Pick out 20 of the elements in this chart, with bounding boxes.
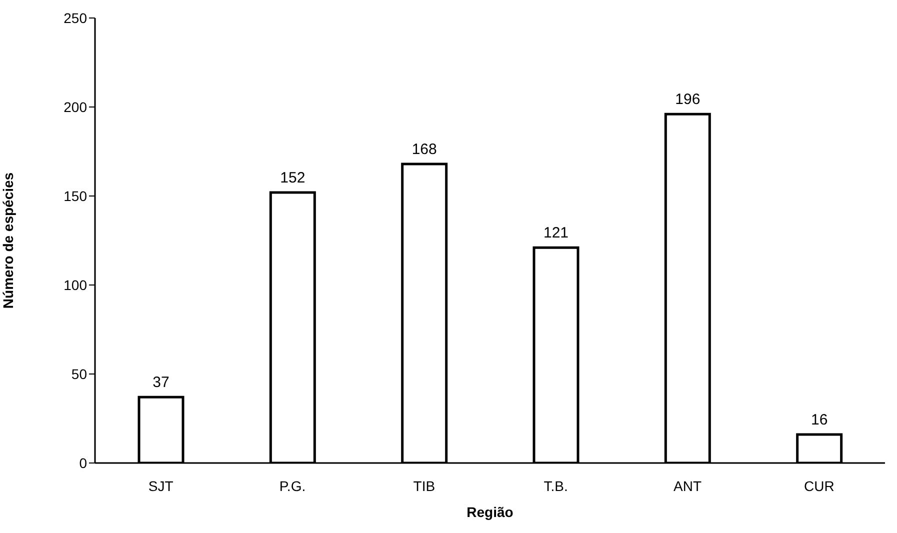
data-label: 37 — [152, 374, 170, 392]
x-tick-label: TIB — [413, 478, 436, 494]
x-tick-label: ANT — [674, 478, 702, 494]
y-tick-label: 0 — [79, 454, 88, 471]
y-tick-label: 200 — [64, 98, 88, 115]
y-tick-label: 150 — [64, 188, 88, 204]
x-tick-label: SJT — [148, 478, 174, 494]
data-label: 121 — [543, 224, 569, 242]
y-tick-label: 50 — [71, 366, 88, 382]
data-label: 196 — [675, 91, 700, 108]
y-axis-title: Número de espécies — [0, 172, 16, 309]
data-label: 16 — [810, 412, 828, 429]
y-tick-label: 100 — [64, 276, 88, 293]
x-axis-title: Região — [466, 504, 514, 520]
data-label: 168 — [412, 140, 437, 158]
x-tick-label: T.B. — [544, 478, 568, 494]
x-tick-label: CUR — [804, 478, 834, 494]
y-tick-label: 250 — [64, 10, 88, 26]
data-label: 152 — [280, 169, 306, 186]
x-tick-label: P.G. — [279, 478, 306, 494]
